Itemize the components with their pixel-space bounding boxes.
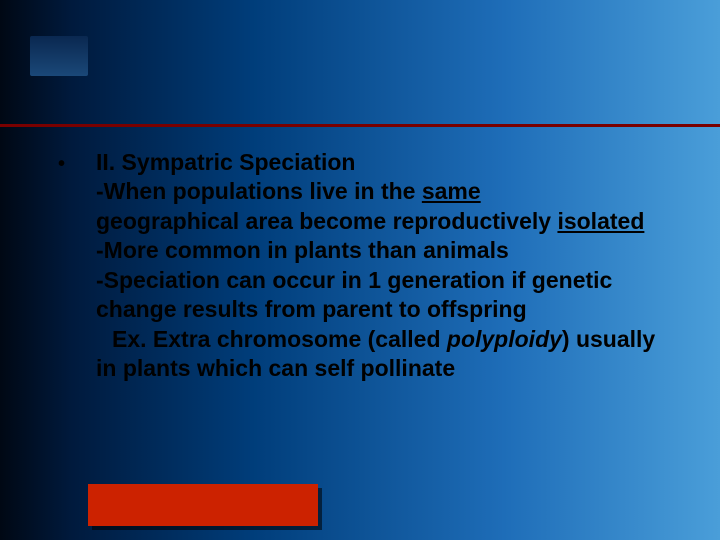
italic-word: polyploidy xyxy=(447,326,562,352)
bullet-marker: • xyxy=(58,148,96,384)
horizontal-divider xyxy=(0,124,720,127)
body-line-5: Ex. Extra chromosome (called polyploidy)… xyxy=(96,325,678,384)
underlined-word: same xyxy=(422,178,481,204)
bullet-item: • II. Sympatric Speciation -When populat… xyxy=(58,148,678,384)
slide: • II. Sympatric Speciation -When populat… xyxy=(0,0,720,540)
heading-line: II. Sympatric Speciation xyxy=(96,148,678,177)
bullet-text: II. Sympatric Speciation -When populatio… xyxy=(96,148,678,384)
body-line-4: -Speciation can occur in 1 generation if… xyxy=(96,266,678,325)
body-line-3: -More common in plants than animals xyxy=(96,236,678,265)
top-accent-shape xyxy=(30,36,88,76)
body-line-2: geographical area become reproductively … xyxy=(96,207,678,236)
body-text: geographical area become reproductively xyxy=(96,208,557,234)
bottom-accent-bar xyxy=(88,484,318,526)
underlined-word: isolated xyxy=(557,208,644,234)
body-text: -When populations live in the xyxy=(96,178,422,204)
slide-content: • II. Sympatric Speciation -When populat… xyxy=(58,148,678,384)
body-line-1: -When populations live in the same xyxy=(96,177,678,206)
body-text: Ex. Extra chromosome (called xyxy=(96,326,447,352)
